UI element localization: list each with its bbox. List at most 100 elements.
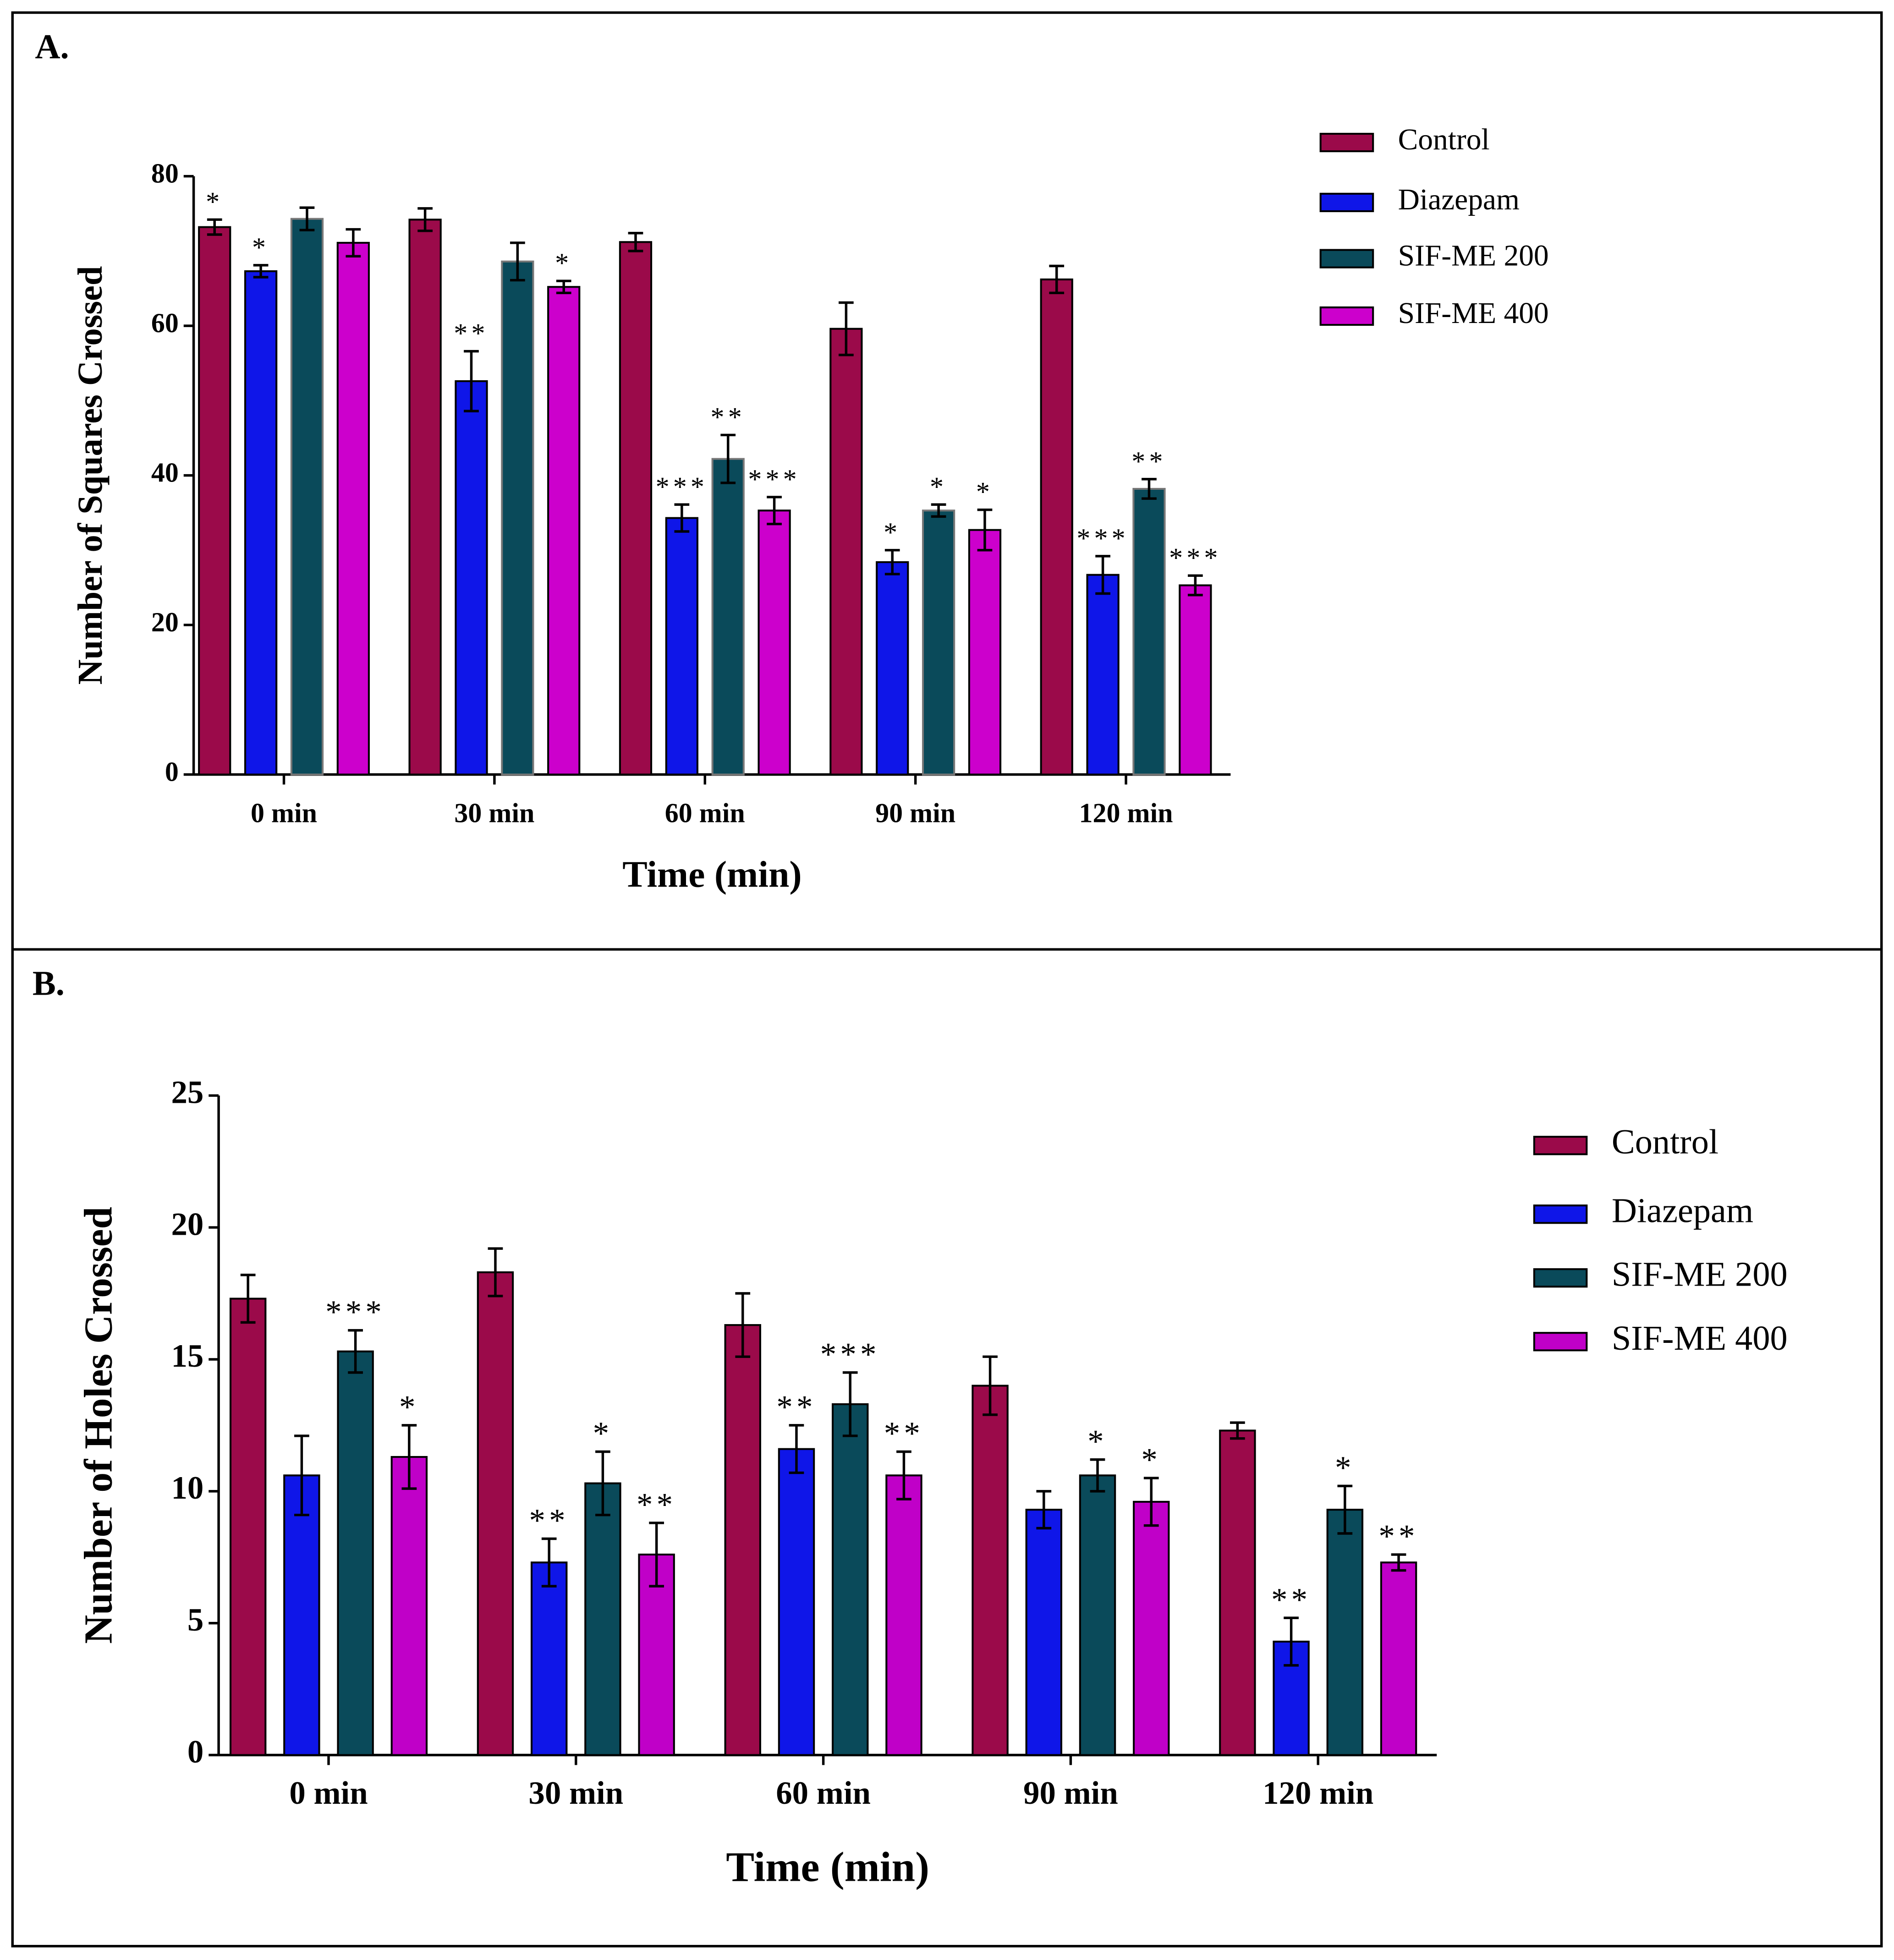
error-bar [1142,478,1157,500]
significance-label: *** [656,471,708,502]
bar [711,458,745,776]
error-bar [464,350,479,412]
significance-label: * [976,477,994,507]
error-bar [1095,555,1110,595]
bar [477,1271,514,1756]
bar [1040,278,1073,776]
bar [876,561,909,776]
bar [584,1482,621,1756]
error-bar [1187,574,1203,597]
x-tick-label: 30 min [454,798,534,828]
legend-swatch [1319,249,1374,268]
bar [1380,1561,1417,1756]
bar [198,226,231,776]
x-tick-label: 0 min [289,1775,368,1811]
bar [244,270,278,776]
x-tick-label: 120 min [1263,1775,1373,1811]
y-tick-label: 0 [165,756,179,787]
bar [972,1385,1009,1756]
x-tick-label: 60 min [776,1775,871,1811]
significance-label: ** [1271,1582,1311,1618]
error-bar [983,1355,998,1416]
error-bar [1230,1421,1245,1440]
bar [619,241,653,776]
y-tick-label: 25 [171,1074,204,1110]
bar [547,286,581,776]
significance-label: ** [776,1389,816,1425]
bar [829,328,863,776]
legend-swatch [1533,1332,1588,1352]
bar [968,529,1002,776]
y-axis-title: Number of Squares Crossed [71,266,110,685]
error-bar [1143,1477,1159,1527]
significance-label: ** [1131,446,1166,476]
y-tick-label: 20 [171,1206,204,1242]
bar [1132,487,1166,776]
x-axis-title: Time (min) [726,1843,929,1890]
error-bar [838,301,854,356]
error-bar [595,1450,610,1517]
panel-label: A. [35,27,69,66]
error-bar [628,231,643,252]
error-bar [510,241,525,282]
error-bar [1049,264,1065,295]
bar [885,1474,922,1756]
bar [501,260,534,776]
significance-label: ** [454,318,489,349]
bar [290,218,324,776]
legend-label: Diazepam [1398,183,1520,216]
x-tick-label: 90 min [1023,1775,1118,1811]
significance-label: * [206,186,223,217]
legend-label: SIF-ME 200 [1398,240,1549,273]
legend-label: Control [1612,1122,1718,1161]
error-bar [931,503,946,518]
error-bar [789,1424,804,1474]
legend-label: SIF-ME 400 [1612,1319,1788,1358]
y-tick-label: 20 [151,607,179,637]
significance-label: *** [1076,523,1129,553]
significance-label: * [1087,1423,1108,1459]
x-tick-label: 60 min [665,798,745,828]
error-bar [896,1450,911,1500]
error-bar [1391,1553,1406,1572]
error-bar [1036,1490,1052,1530]
significance-label: * [399,1389,419,1425]
significance-label: ** [884,1416,924,1451]
error-bar [294,1434,309,1517]
x-tick-label: 120 min [1079,798,1173,828]
bar [283,1474,320,1756]
panel-label: B. [33,964,65,1003]
figure-border [11,11,1883,1948]
significance-label: ** [711,402,746,432]
bar [832,1403,869,1756]
significance-label: * [252,232,269,263]
significance-label: * [1335,1450,1355,1486]
bar [229,1298,267,1756]
error-bar [720,433,736,484]
significance-label: *** [1169,542,1222,573]
error-bar [488,1247,503,1298]
bar [724,1324,761,1756]
error-bar [674,503,690,533]
y-tick-label: 5 [187,1602,203,1638]
y-axis-title: Number of Holes Crossed [76,1207,121,1644]
significance-label: * [1141,1442,1161,1478]
bar [1086,574,1120,776]
bar [758,509,791,776]
bar [408,219,442,776]
legend-swatch [1533,1204,1588,1224]
bar [1326,1509,1364,1756]
error-bar [649,1522,664,1588]
bar [1079,1474,1116,1756]
error-bar [207,218,222,236]
significance-label: *** [820,1336,880,1372]
error-bar [346,228,361,258]
error-bar [884,549,900,575]
significance-label: * [593,1416,613,1451]
y-tick-label: 80 [151,158,179,188]
error-bar [299,206,315,231]
bar [665,517,698,776]
legend-label: SIF-ME 200 [1612,1255,1788,1294]
bar [1219,1429,1256,1756]
significance-label: ** [637,1487,676,1523]
